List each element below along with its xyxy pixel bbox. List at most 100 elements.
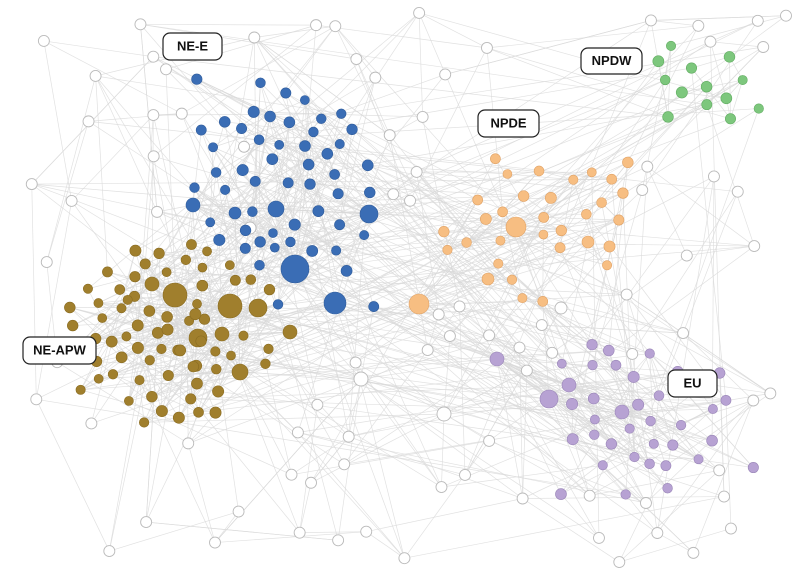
node (538, 229, 549, 240)
edge (438, 25, 699, 315)
node (134, 18, 147, 31)
node (360, 525, 373, 538)
node (667, 439, 679, 451)
edge (560, 493, 600, 539)
edge (586, 162, 629, 215)
edge (389, 116, 423, 136)
label-text: NE-APW (33, 342, 86, 357)
edge (168, 375, 199, 413)
node (305, 476, 317, 489)
node (162, 282, 188, 308)
node (336, 108, 347, 119)
edge (153, 24, 317, 157)
node (593, 531, 605, 544)
edge (447, 234, 544, 251)
edge (498, 263, 543, 302)
node (753, 103, 764, 114)
edge (156, 211, 292, 475)
edge (139, 178, 612, 381)
edge (710, 41, 725, 497)
edge (137, 347, 197, 367)
edge (192, 195, 524, 206)
node (432, 308, 445, 321)
node (75, 384, 86, 395)
node (162, 369, 174, 381)
edge (522, 297, 633, 355)
edge (221, 234, 544, 335)
label-text: NPDE (490, 115, 526, 130)
node (147, 109, 160, 122)
edge (561, 241, 589, 364)
edge (304, 100, 309, 165)
node (613, 214, 625, 226)
node (122, 294, 133, 305)
edge (618, 465, 667, 563)
node (675, 86, 688, 99)
cluster-label: NPDE (477, 109, 540, 138)
edge (95, 244, 192, 339)
node (293, 526, 306, 539)
edge (57, 231, 444, 363)
edge (297, 371, 678, 433)
edge (95, 75, 231, 307)
node (40, 256, 53, 269)
edge (156, 211, 498, 360)
edge (418, 12, 423, 117)
edge (667, 79, 743, 118)
node (97, 313, 108, 323)
edge (641, 20, 759, 191)
node (461, 237, 472, 248)
edge (254, 37, 668, 489)
node (718, 490, 730, 503)
edge (194, 187, 603, 466)
node (645, 14, 657, 27)
node (189, 308, 202, 321)
node (349, 356, 362, 369)
node (210, 167, 222, 178)
edge (572, 438, 635, 458)
edge (348, 235, 365, 437)
edge (291, 440, 490, 476)
node (544, 191, 557, 204)
node (340, 265, 353, 277)
edge (486, 47, 731, 120)
edge (360, 306, 375, 380)
edge (548, 398, 651, 422)
node (383, 129, 396, 142)
edge (681, 92, 727, 99)
edge (560, 307, 684, 334)
edge (212, 121, 290, 148)
edge (591, 344, 699, 460)
node (64, 301, 76, 314)
node (589, 414, 600, 425)
node (641, 160, 654, 173)
node (160, 63, 172, 76)
node (186, 239, 197, 250)
edge (43, 40, 72, 202)
edge (591, 172, 600, 538)
edge (443, 79, 666, 415)
node (316, 113, 327, 124)
cluster-label: NE-APW (22, 336, 97, 365)
node (443, 330, 456, 343)
node (350, 53, 363, 65)
edge (188, 320, 405, 559)
node (581, 209, 592, 220)
edge (111, 332, 158, 342)
node (539, 389, 559, 409)
node (195, 124, 207, 136)
edge (634, 456, 699, 460)
edge (586, 214, 633, 355)
node (566, 433, 579, 446)
node (37, 34, 50, 47)
node (302, 158, 315, 171)
edge (224, 121, 246, 231)
edge (443, 364, 617, 415)
node (255, 77, 266, 88)
edge (140, 23, 317, 26)
edge (592, 189, 643, 366)
node (605, 438, 618, 450)
node (174, 344, 187, 357)
node (410, 166, 423, 178)
node (89, 70, 102, 82)
